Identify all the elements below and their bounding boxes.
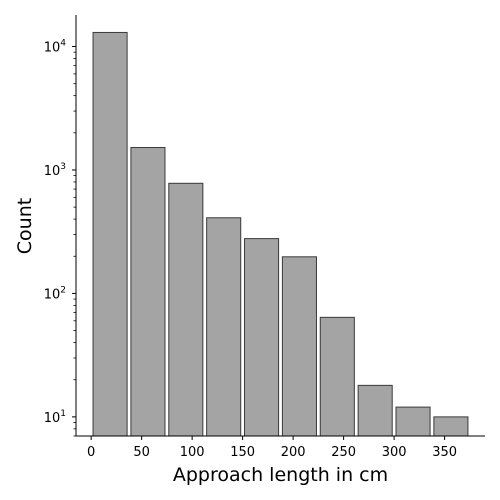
ticks-group: 0 50 100 150 200 250 300 350 101 102 103 104 — [44, 39, 457, 460]
x-tick-label: 350 — [432, 445, 457, 460]
x-tick-label: 0 — [87, 445, 95, 460]
y-tick-label: 101 — [44, 409, 66, 426]
histogram-bar — [130, 147, 166, 437]
histogram-bar — [357, 384, 393, 437]
x-tick-label: 300 — [382, 445, 407, 460]
histogram-bar — [206, 217, 242, 437]
histogram-bar — [92, 31, 128, 437]
histogram-bar — [319, 316, 355, 437]
histogram-bar — [244, 238, 280, 437]
x-tick-label: 50 — [133, 445, 150, 460]
y-axis-label: Count — [14, 198, 36, 254]
x-tick-label: 200 — [281, 445, 306, 460]
y-tick-label: 103 — [44, 162, 66, 179]
histogram-bar — [168, 182, 204, 437]
y-tick-label: 104 — [44, 39, 67, 56]
y-tick-label: 102 — [44, 285, 66, 302]
histogram-bar — [281, 256, 317, 437]
histogram-bar — [433, 416, 469, 437]
bars-group — [92, 31, 469, 437]
x-axis-label: Approach length in cm — [173, 464, 388, 486]
x-tick-label: 100 — [180, 445, 205, 460]
x-tick-label: 150 — [230, 445, 255, 460]
x-tick-label: 250 — [331, 445, 356, 460]
histogram-bar — [395, 406, 431, 437]
